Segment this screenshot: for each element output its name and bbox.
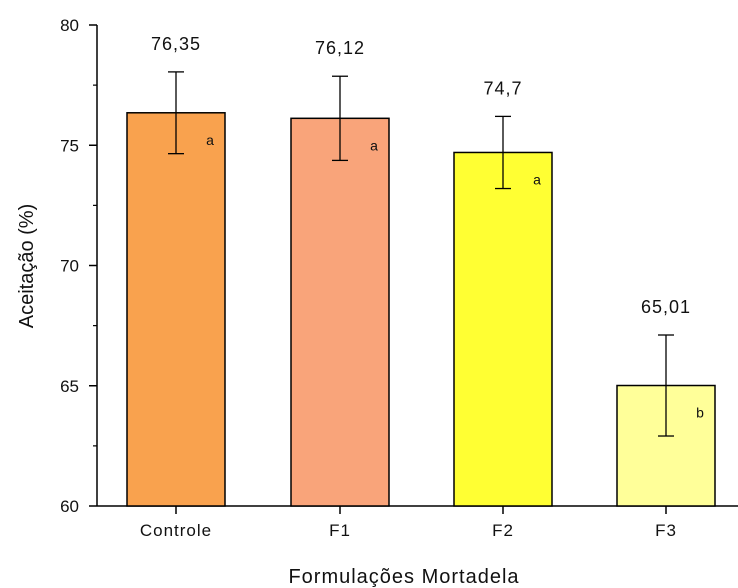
significance-letter: a: [206, 132, 214, 148]
bar: [126, 112, 226, 507]
bar: [290, 117, 390, 507]
y-tick-label: 70: [60, 257, 79, 276]
y-tick-label: 75: [60, 136, 79, 155]
data-label: 65,01: [641, 297, 691, 317]
data-label: 76,35: [151, 34, 201, 54]
y-tick-label: 60: [60, 497, 79, 516]
bars: [126, 112, 716, 507]
y-axis-title: Aceitação (%): [16, 204, 38, 329]
x-tick-label: F1: [329, 521, 351, 540]
data-labels: 76,35 a 76,12 a 74,7 a 65,01 b: [151, 34, 704, 421]
significance-letter: b: [696, 405, 704, 421]
x-tick-label: F3: [655, 521, 677, 540]
bar: [453, 151, 553, 507]
data-label: 76,12: [315, 38, 365, 58]
error-bars: [168, 71, 674, 437]
x-tick-label: F2: [492, 521, 514, 540]
significance-letter: a: [533, 171, 541, 187]
y-tick-label: 80: [60, 16, 79, 35]
x-axis-title: Formulações Mortadela: [288, 566, 519, 588]
y-tick-label: 65: [60, 377, 79, 396]
significance-letter: a: [370, 137, 378, 153]
x-tick-label: Controle: [140, 521, 212, 540]
data-label: 74,7: [483, 78, 522, 98]
